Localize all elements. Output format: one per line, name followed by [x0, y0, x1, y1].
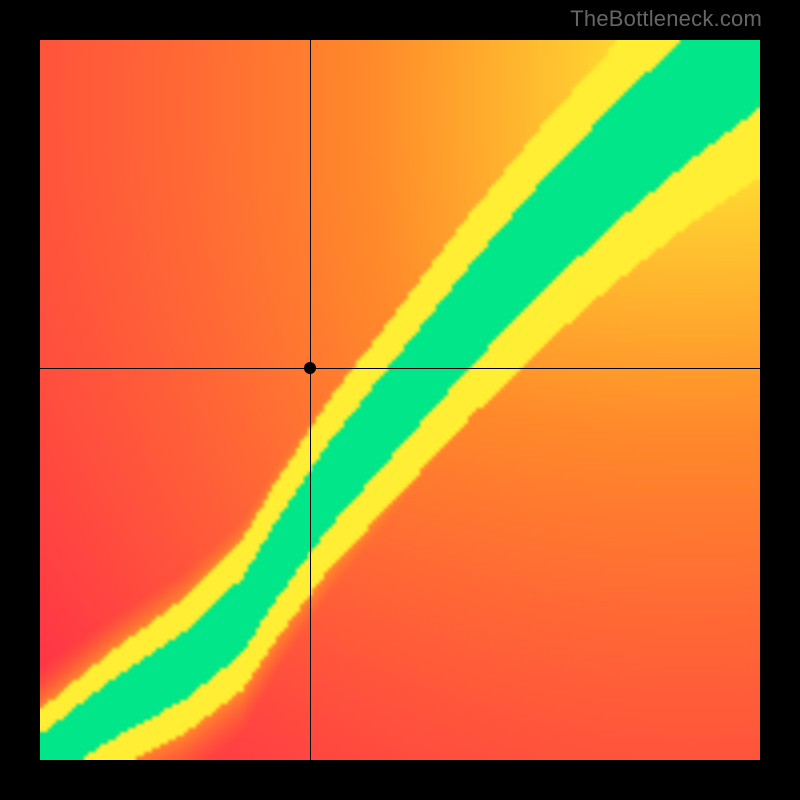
chart-container: TheBottleneck.com [0, 0, 800, 800]
crosshair-marker [304, 362, 316, 374]
heatmap-canvas [40, 40, 760, 760]
watermark-text: TheBottleneck.com [570, 6, 762, 32]
plot-area [40, 40, 760, 760]
crosshair-vertical [310, 40, 311, 760]
crosshair-horizontal [40, 368, 760, 369]
